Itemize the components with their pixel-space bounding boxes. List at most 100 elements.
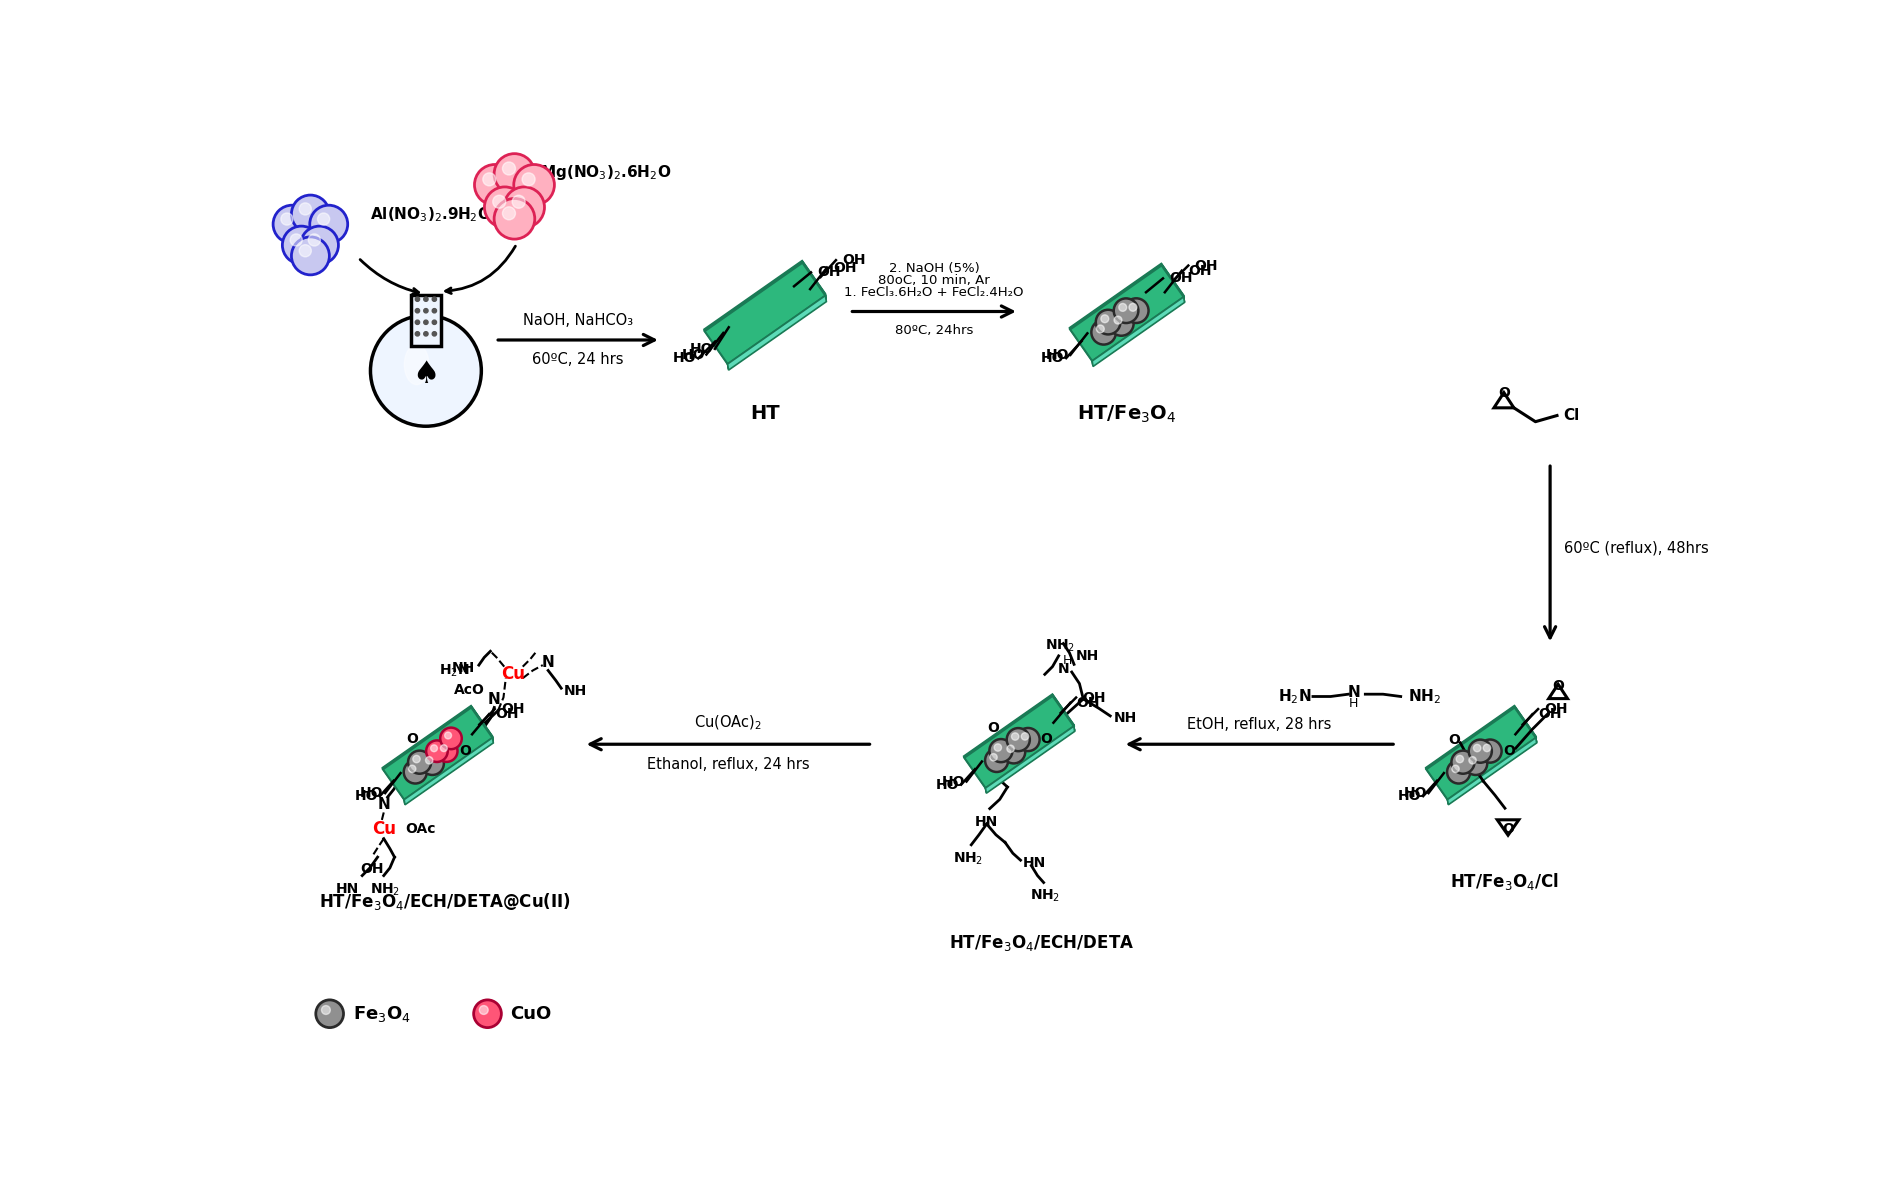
Text: OH: OH: [361, 862, 384, 876]
Text: NaOH, NaHCO₃: NaOH, NaHCO₃: [524, 312, 633, 328]
Circle shape: [995, 743, 1002, 752]
Text: OH: OH: [841, 254, 866, 267]
Polygon shape: [405, 737, 494, 804]
Circle shape: [405, 760, 427, 784]
Text: H: H: [1063, 654, 1072, 667]
Circle shape: [433, 320, 437, 324]
Text: Cu(OAc)$_2$: Cu(OAc)$_2$: [694, 713, 762, 731]
Polygon shape: [728, 293, 826, 369]
Circle shape: [416, 297, 420, 302]
Circle shape: [1108, 311, 1133, 335]
Circle shape: [308, 233, 320, 247]
Text: NH$_2$: NH$_2$: [1046, 637, 1076, 654]
Circle shape: [484, 187, 526, 227]
Circle shape: [522, 172, 535, 186]
Polygon shape: [1161, 263, 1184, 300]
Text: 60ºC (reflux), 48hrs: 60ºC (reflux), 48hrs: [1564, 540, 1709, 555]
Circle shape: [441, 745, 448, 752]
Text: OH: OH: [1082, 691, 1106, 705]
Text: CuO: CuO: [511, 1004, 552, 1022]
Text: NH$_2$: NH$_2$: [1409, 687, 1441, 706]
Text: N: N: [488, 692, 501, 707]
Text: OAc: OAc: [405, 822, 435, 837]
Text: ♠: ♠: [412, 360, 439, 389]
Polygon shape: [985, 727, 1074, 794]
Circle shape: [299, 202, 312, 215]
Text: 2. NaOH (5%): 2. NaOH (5%): [889, 261, 980, 274]
Circle shape: [1006, 745, 1014, 753]
Text: HO: HO: [1046, 348, 1068, 361]
Polygon shape: [1447, 737, 1537, 804]
Circle shape: [475, 164, 514, 205]
Text: HO: HO: [359, 786, 384, 800]
Circle shape: [1012, 733, 1019, 740]
Text: HT/Fe$_3$O$_4$/Cl: HT/Fe$_3$O$_4$/Cl: [1450, 871, 1558, 892]
Circle shape: [289, 233, 303, 247]
Text: O: O: [1501, 822, 1515, 836]
Circle shape: [1452, 751, 1475, 773]
Circle shape: [1021, 733, 1029, 740]
Text: NH: NH: [1114, 711, 1136, 725]
Polygon shape: [1515, 706, 1535, 741]
Circle shape: [1464, 752, 1486, 774]
Polygon shape: [964, 695, 1074, 788]
Polygon shape: [1515, 707, 1537, 743]
Polygon shape: [384, 707, 492, 800]
Polygon shape: [405, 736, 494, 803]
Text: HO: HO: [1042, 351, 1065, 365]
Text: N: N: [1348, 685, 1360, 700]
Circle shape: [989, 739, 1012, 762]
Circle shape: [1123, 298, 1148, 323]
Polygon shape: [705, 263, 824, 364]
Text: OH: OH: [817, 266, 841, 279]
Circle shape: [1483, 745, 1490, 752]
Polygon shape: [802, 262, 826, 300]
Circle shape: [282, 213, 293, 225]
Circle shape: [425, 741, 448, 762]
Circle shape: [1469, 740, 1492, 762]
Text: OH: OH: [501, 703, 524, 716]
Text: NH$_2$: NH$_2$: [1031, 887, 1061, 904]
Circle shape: [1469, 757, 1477, 764]
Circle shape: [431, 745, 437, 752]
Text: Fe$_3$O$_4$: Fe$_3$O$_4$: [354, 1004, 410, 1023]
Circle shape: [318, 213, 329, 225]
Text: HT: HT: [751, 403, 779, 423]
Circle shape: [321, 1005, 331, 1014]
Polygon shape: [1053, 695, 1074, 731]
Text: NH$_2$: NH$_2$: [371, 882, 401, 898]
Polygon shape: [1161, 265, 1184, 302]
Polygon shape: [1091, 296, 1184, 365]
Text: Al(NO$_3$)$_2$.9H$_2$O: Al(NO$_3$)$_2$.9H$_2$O: [371, 205, 492, 224]
FancyBboxPatch shape: [410, 296, 441, 346]
Text: HO: HO: [673, 352, 696, 365]
Text: 80oC, 10 min, Ar: 80oC, 10 min, Ar: [877, 274, 991, 287]
Circle shape: [1114, 316, 1121, 324]
Polygon shape: [728, 296, 826, 370]
Circle shape: [1101, 315, 1108, 323]
Text: HO: HO: [936, 778, 959, 791]
Text: N: N: [541, 655, 554, 670]
Text: OH: OH: [1545, 703, 1568, 716]
Circle shape: [514, 164, 554, 205]
Text: O: O: [1449, 734, 1460, 747]
Polygon shape: [1515, 706, 1537, 742]
Text: Mg(NO$_3$)$_2$.6H$_2$O: Mg(NO$_3$)$_2$.6H$_2$O: [539, 164, 671, 182]
Polygon shape: [802, 263, 826, 302]
Polygon shape: [964, 695, 1074, 788]
Circle shape: [408, 751, 431, 773]
Text: O: O: [987, 721, 1000, 735]
Text: HO: HO: [356, 789, 378, 803]
Circle shape: [316, 999, 344, 1027]
Text: 60ºC, 24 hrs: 60ºC, 24 hrs: [531, 352, 624, 367]
Circle shape: [1097, 326, 1104, 333]
Polygon shape: [1070, 263, 1184, 359]
Polygon shape: [1053, 694, 1074, 730]
Circle shape: [299, 244, 312, 257]
Text: O: O: [1040, 733, 1051, 746]
Text: HN: HN: [337, 882, 359, 895]
Circle shape: [985, 749, 1008, 772]
Text: 80ºC, 24hrs: 80ºC, 24hrs: [894, 324, 974, 336]
Text: N: N: [378, 797, 390, 813]
Circle shape: [416, 320, 420, 324]
